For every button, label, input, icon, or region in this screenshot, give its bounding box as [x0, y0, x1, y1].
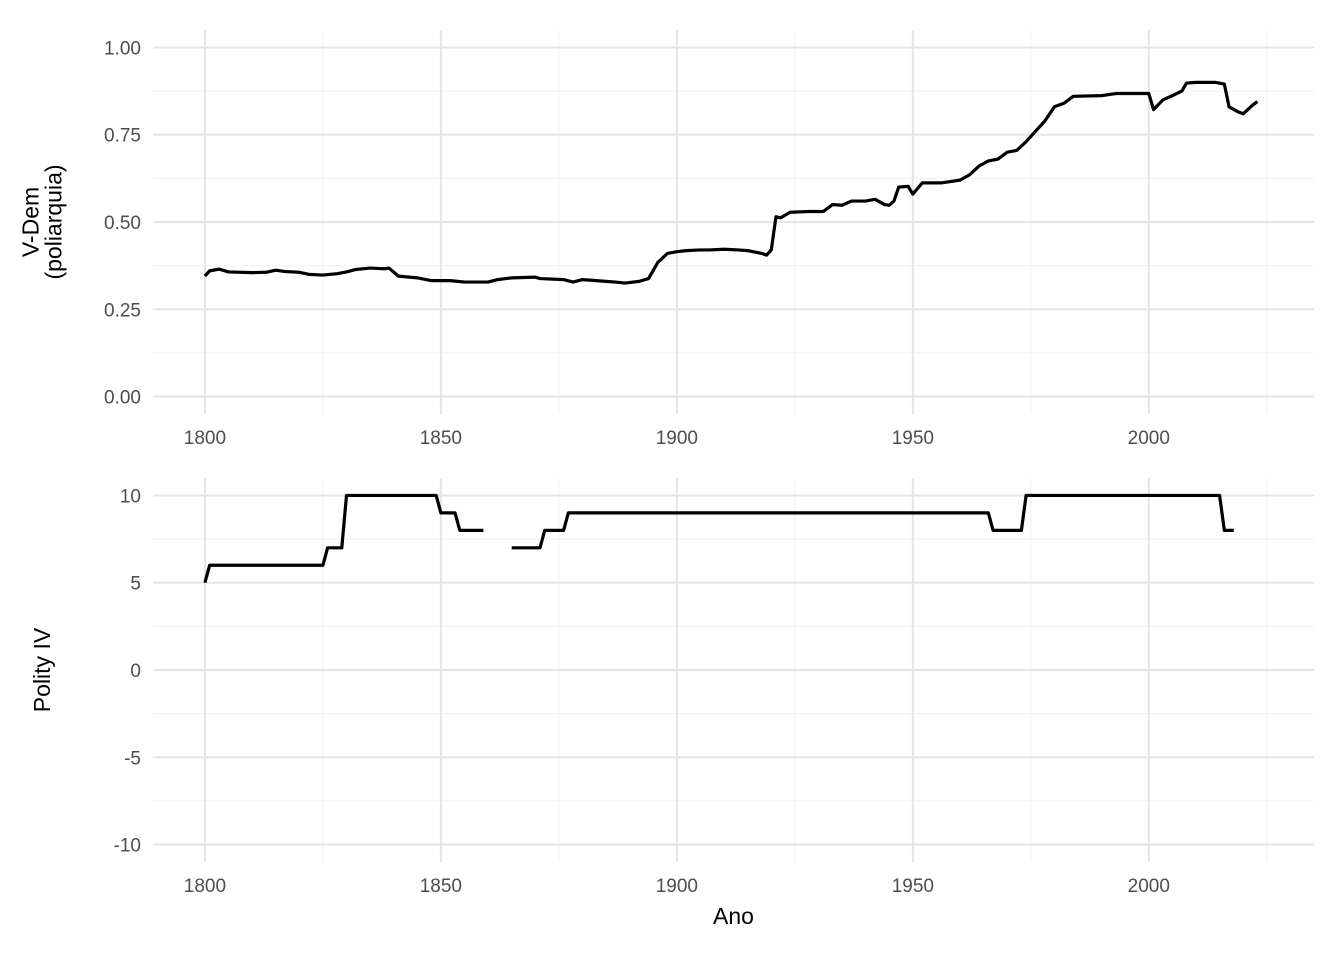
- polity-x-tick-label: 1800: [184, 876, 226, 897]
- polity-x-tick-label: 1850: [420, 876, 462, 897]
- polity-y-axis-title-line: Polity IV: [29, 627, 55, 712]
- vdem-series-line: [203, 80, 1259, 285]
- vdem-y-tick-label: 0.25: [104, 300, 141, 321]
- vdem-x-tick-label: 1900: [656, 428, 698, 449]
- polity-x-tick-label: 2000: [1128, 876, 1170, 897]
- polity-panel: 1800 1850 1900 1950 2000 -10 -5 0 5 10 Polity IV An…: [29, 478, 1314, 929]
- vdem-x-tick-label: 1950: [892, 428, 934, 449]
- polity-y-tick-label: -10: [114, 836, 141, 857]
- vdem-y-tick-label: 0.50: [104, 213, 141, 234]
- vdem-y-axis-title: V-Dem(poliarquia): [18, 164, 67, 279]
- polity-y-axis-title: Polity IV: [29, 627, 55, 712]
- vdem-x-tick-label: 1850: [420, 428, 462, 449]
- polity-y-tick-label: -5: [124, 748, 141, 769]
- polity-y-tick-label: 0: [130, 661, 141, 682]
- vdem-x-tick-label: 2000: [1128, 428, 1170, 449]
- polity-y-tick-label: 10: [120, 486, 141, 507]
- vdem-y-tick-label: 0.00: [104, 388, 141, 409]
- polity-series-line: [511, 493, 1234, 550]
- vdem-y-tick-label: 1.00: [104, 38, 141, 59]
- polity-x-tick-label: 1950: [892, 876, 934, 897]
- polity-y-tick-label: 5: [130, 574, 141, 595]
- vdem-panel: 1800 1850 1900 1950 2000 0.00 0.25 0.50 0.75 1.00…: [18, 30, 1314, 449]
- vdem-x-tick-label: 1800: [184, 428, 226, 449]
- vdem-y-tick-label: 0.75: [104, 126, 141, 147]
- polity-x-tick-label: 1900: [656, 876, 698, 897]
- polity-series-line: [203, 493, 484, 584]
- polity-x-axis-title: Ano: [713, 903, 754, 929]
- vdem-y-axis-title-line: V-Dem: [18, 187, 44, 257]
- vdem-y-axis-title-line: (poliarquia): [41, 164, 67, 279]
